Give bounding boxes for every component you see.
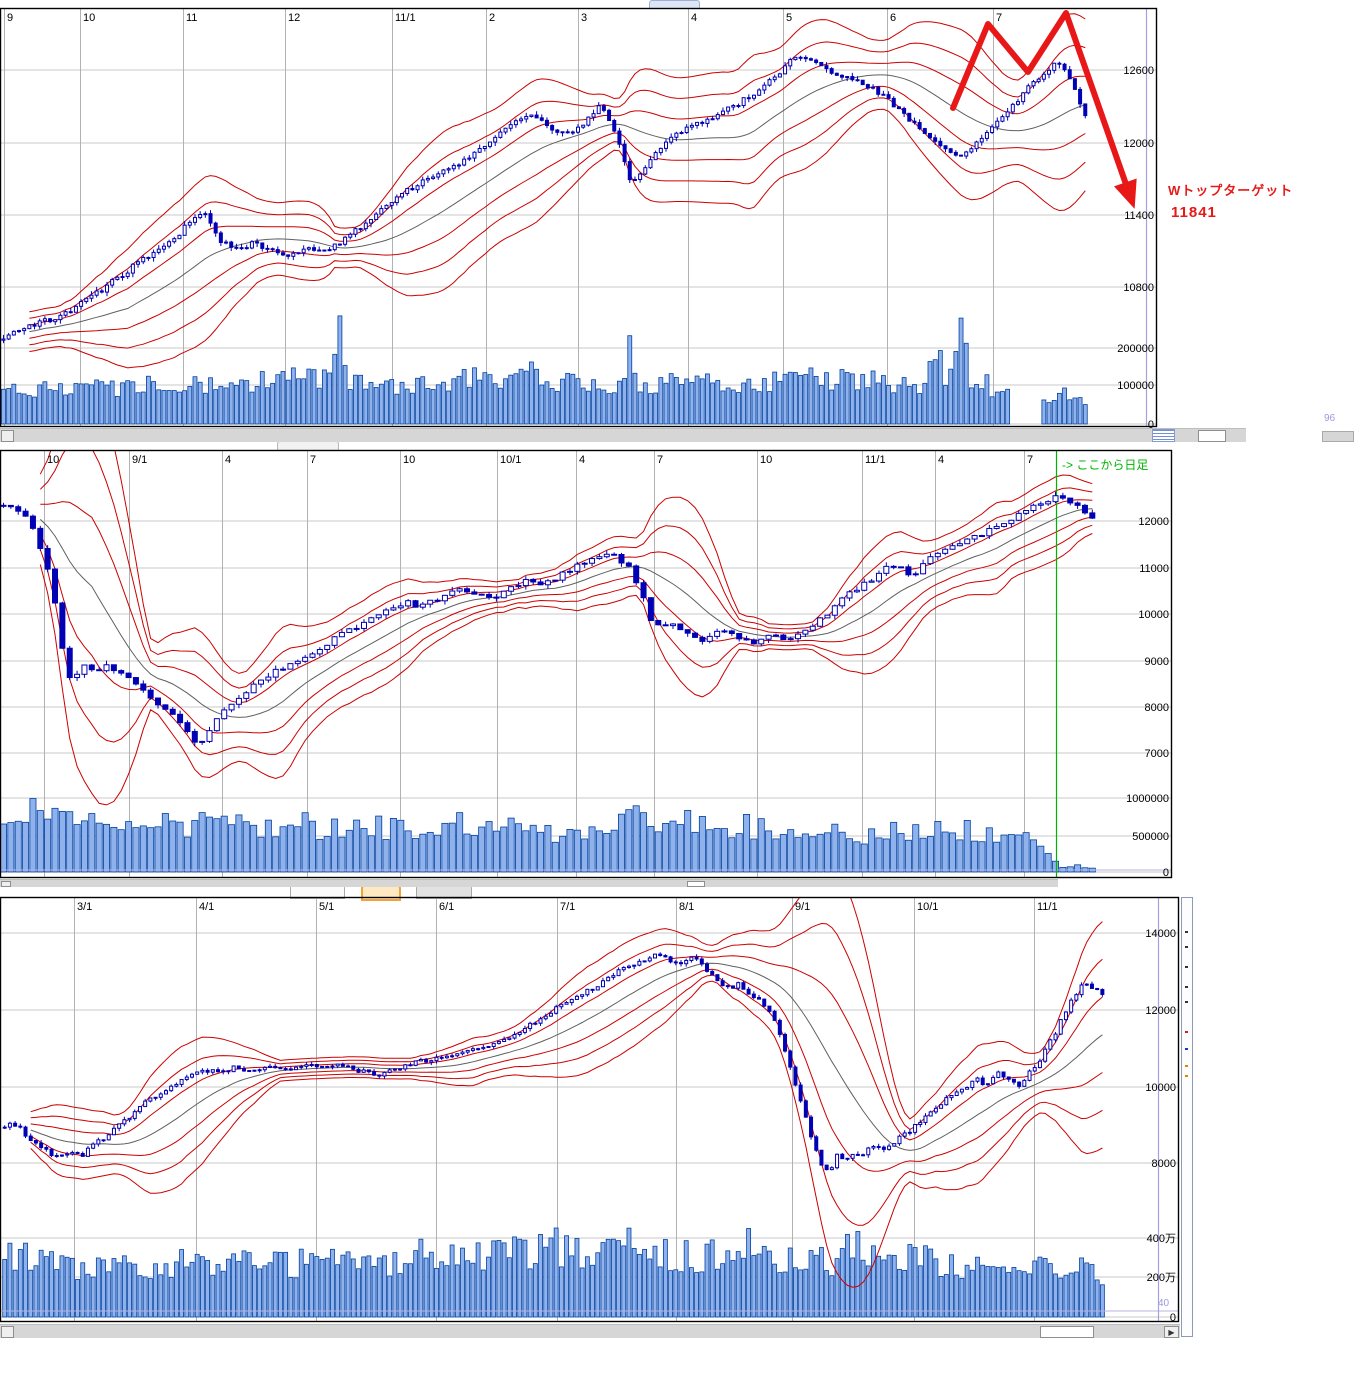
svg-text:10/1: 10/1: [500, 454, 521, 466]
chart2-hscrollbar[interactable]: [0, 879, 1058, 887]
svg-text:12000: 12000: [1123, 138, 1154, 150]
svg-text:6: 6: [890, 12, 896, 24]
svg-text:5: 5: [786, 12, 792, 24]
svg-text:12: 12: [288, 12, 300, 24]
svg-text:10000: 10000: [1145, 1082, 1176, 1094]
svg-text:9: 9: [7, 12, 13, 24]
svg-text:7000: 7000: [1145, 748, 1169, 760]
svg-text:3/1: 3/1: [77, 901, 92, 913]
svg-text:0: 0: [1163, 867, 1169, 879]
svg-text:200000: 200000: [1117, 343, 1154, 355]
svg-text:10: 10: [47, 454, 59, 466]
svg-text:6/1: 6/1: [439, 901, 454, 913]
faint-96-label: 96: [1324, 413, 1336, 424]
faint-40-label: 40: [1158, 1298, 1170, 1309]
svg-text:4: 4: [579, 454, 585, 466]
svg-text:10: 10: [760, 454, 772, 466]
svg-text:7/1: 7/1: [560, 901, 575, 913]
svg-text:9000: 9000: [1145, 656, 1169, 668]
svg-text:400万: 400万: [1147, 1233, 1176, 1245]
strip-mark: [1185, 946, 1188, 948]
svg-text:9/1: 9/1: [132, 454, 147, 466]
svg-text:5/1: 5/1: [319, 901, 334, 913]
scroll-right-icon: ▶: [1168, 1328, 1175, 1337]
svg-text:1000000: 1000000: [1126, 793, 1169, 805]
svg-text:4: 4: [225, 454, 231, 466]
svg-text:12000: 12000: [1138, 516, 1169, 528]
svg-text:8/1: 8/1: [679, 901, 694, 913]
chart3-hscrollbar[interactable]: ▶: [0, 1324, 1180, 1338]
chart3-scrollbar-thumb[interactable]: [1040, 1326, 1094, 1338]
strip-mark: [1185, 1065, 1188, 1067]
wtop-target-value: 11841: [1171, 204, 1217, 221]
chart3-scroll-left-button[interactable]: [1, 1326, 14, 1338]
svg-text:12600: 12600: [1123, 65, 1154, 77]
svg-text:8000: 8000: [1152, 1158, 1176, 1170]
strip-mark: [1185, 1075, 1188, 1077]
chart1-scrollbar-thumb[interactable]: [1198, 430, 1226, 442]
svg-text:11: 11: [186, 12, 197, 24]
svg-text:10800: 10800: [1123, 282, 1154, 294]
top-button-fragment[interactable]: [649, 0, 700, 8]
svg-text:0: 0: [1148, 419, 1154, 431]
svg-text:4: 4: [938, 454, 944, 466]
chart1-hscrollbar[interactable]: [0, 428, 1246, 442]
svg-text:7: 7: [996, 12, 1002, 24]
svg-text:2: 2: [489, 12, 495, 24]
svg-text:7: 7: [1027, 454, 1033, 466]
wtop-target-label: Wトップターゲット: [1168, 183, 1294, 198]
strip-mark: [1185, 966, 1188, 968]
svg-text:500000: 500000: [1132, 831, 1169, 843]
svg-text:10: 10: [403, 454, 415, 466]
svg-text:7: 7: [310, 454, 316, 466]
strip-mark: [1185, 1001, 1188, 1003]
svg-text:4/1: 4/1: [199, 901, 214, 913]
svg-text:11/1: 11/1: [865, 454, 886, 466]
svg-text:3: 3: [581, 12, 587, 24]
svg-text:7: 7: [657, 454, 663, 466]
chart3-scroll-right-button[interactable]: ▶: [1164, 1326, 1179, 1338]
svg-text:14000: 14000: [1145, 928, 1176, 940]
svg-text:10/1: 10/1: [917, 901, 938, 913]
scrollbar-fragment-right: [1322, 431, 1354, 442]
svg-text:11/1: 11/1: [1037, 901, 1058, 913]
svg-text:11000: 11000: [1139, 563, 1169, 575]
chart2-scroll-left-button[interactable]: [1, 881, 11, 887]
daily-from-here-note: -> ここから日足: [1062, 458, 1149, 472]
svg-text:0: 0: [1170, 1312, 1176, 1324]
chart1-scroll-left-button[interactable]: [1, 430, 14, 442]
svg-text:4: 4: [691, 12, 697, 24]
svg-text:11/1: 11/1: [395, 12, 416, 24]
strip-mark: [1185, 1031, 1188, 1033]
svg-text:10000: 10000: [1138, 609, 1169, 621]
svg-text:12000: 12000: [1145, 1005, 1176, 1017]
svg-text:100000: 100000: [1117, 380, 1154, 392]
strip-mark: [1185, 1048, 1188, 1050]
strip-mark: [1185, 986, 1188, 988]
chart2-scrollbar-thumb[interactable]: [687, 881, 705, 887]
svg-text:200万: 200万: [1147, 1272, 1176, 1284]
svg-text:9/1: 9/1: [795, 901, 810, 913]
svg-text:10: 10: [83, 12, 95, 24]
strip-mark: [1185, 931, 1188, 933]
chart3-marker-strip[interactable]: [1181, 897, 1193, 1337]
chart1-resize-grip[interactable]: [1152, 429, 1175, 442]
svg-text:11400: 11400: [1124, 210, 1154, 222]
svg-text:8000: 8000: [1145, 702, 1169, 714]
